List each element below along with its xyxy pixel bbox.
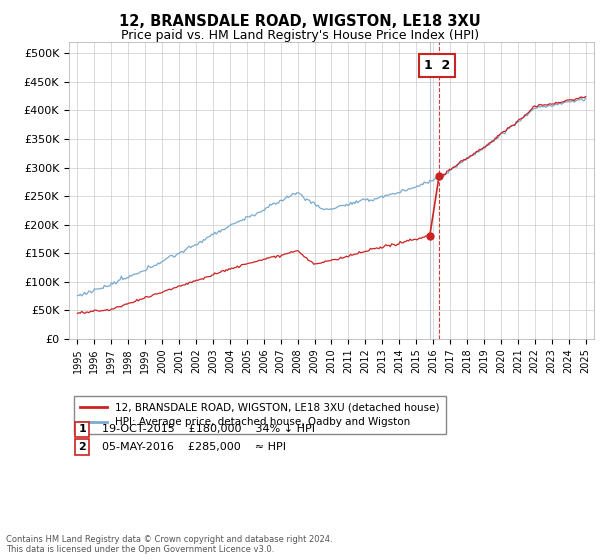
Text: 1: 1	[78, 424, 86, 435]
Legend: 12, BRANSDALE ROAD, WIGSTON, LE18 3XU (detached house), HPI: Average price, deta: 12, BRANSDALE ROAD, WIGSTON, LE18 3XU (d…	[74, 396, 446, 433]
Text: 1  2: 1 2	[424, 59, 451, 72]
Text: Price paid vs. HM Land Registry's House Price Index (HPI): Price paid vs. HM Land Registry's House …	[121, 29, 479, 42]
Text: 19-OCT-2015    £180,000    34% ↓ HPI: 19-OCT-2015 £180,000 34% ↓ HPI	[95, 424, 315, 435]
Text: 2: 2	[78, 442, 86, 452]
Text: 05-MAY-2016    £285,000    ≈ HPI: 05-MAY-2016 £285,000 ≈ HPI	[95, 442, 286, 452]
Text: 12, BRANSDALE ROAD, WIGSTON, LE18 3XU: 12, BRANSDALE ROAD, WIGSTON, LE18 3XU	[119, 14, 481, 29]
Text: Contains HM Land Registry data © Crown copyright and database right 2024.
This d: Contains HM Land Registry data © Crown c…	[6, 535, 332, 554]
